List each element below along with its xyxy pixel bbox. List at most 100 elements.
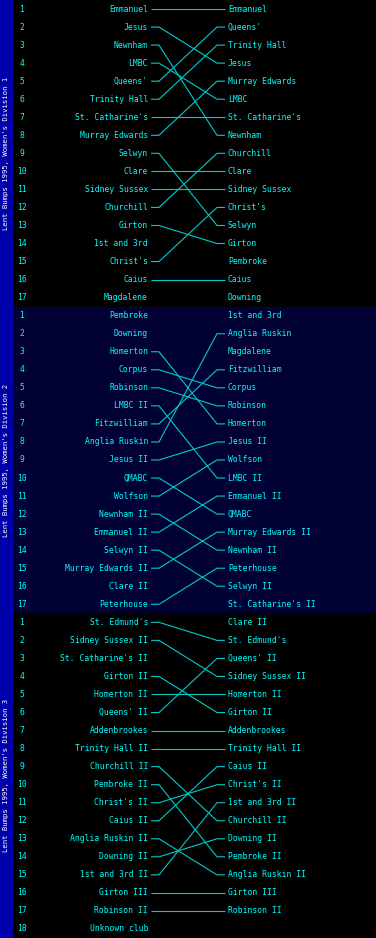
- Text: 4: 4: [20, 365, 24, 374]
- Text: Churchill II: Churchill II: [89, 763, 148, 771]
- Text: 14: 14: [17, 546, 27, 554]
- Text: Homerton: Homerton: [228, 419, 267, 429]
- Text: Christ's: Christ's: [228, 203, 267, 212]
- Text: 7: 7: [20, 113, 24, 122]
- Text: Wolfson: Wolfson: [228, 456, 262, 464]
- Text: 8: 8: [20, 437, 24, 446]
- Text: 1: 1: [20, 618, 24, 627]
- Text: Pembroke: Pembroke: [228, 257, 267, 266]
- Text: 1: 1: [20, 5, 24, 13]
- Text: LMBC: LMBC: [228, 95, 247, 104]
- Text: Churchill: Churchill: [104, 203, 148, 212]
- Text: QMABC: QMABC: [124, 474, 148, 482]
- Text: Robinson II: Robinson II: [94, 906, 148, 915]
- Text: 12: 12: [17, 509, 27, 519]
- Text: Girton II: Girton II: [228, 708, 272, 717]
- Text: Homerton II: Homerton II: [94, 690, 148, 699]
- Text: Sidney Sussex II: Sidney Sussex II: [228, 672, 306, 681]
- Text: Selwyn: Selwyn: [119, 149, 148, 158]
- Text: Lent Bumps 1995, Women's Division 2: Lent Bumps 1995, Women's Division 2: [3, 384, 9, 537]
- Text: 5: 5: [20, 384, 24, 392]
- Text: 14: 14: [17, 853, 27, 861]
- Text: Unknown club: Unknown club: [89, 925, 148, 933]
- Text: Murray Edwards II: Murray Edwards II: [65, 564, 148, 573]
- Text: St. Edmund's: St. Edmund's: [228, 636, 287, 644]
- Bar: [12, 307, 376, 613]
- Text: Caius: Caius: [124, 275, 148, 284]
- Text: Pembroke: Pembroke: [109, 311, 148, 320]
- Text: Murray Edwards: Murray Edwards: [80, 130, 148, 140]
- Text: Murray Edwards: Murray Edwards: [228, 77, 296, 85]
- Text: 18: 18: [17, 925, 27, 933]
- Text: Wolfson: Wolfson: [114, 492, 148, 501]
- Text: Selwyn: Selwyn: [228, 221, 257, 230]
- Text: Peterhouse: Peterhouse: [99, 599, 148, 609]
- Text: Churchill: Churchill: [228, 149, 272, 158]
- Text: Girton III: Girton III: [99, 888, 148, 898]
- Bar: [0, 307, 12, 613]
- Text: Newnham II: Newnham II: [99, 509, 148, 519]
- Text: 8: 8: [20, 744, 24, 753]
- Text: 10: 10: [17, 780, 27, 789]
- Text: 15: 15: [17, 257, 27, 266]
- Text: Jesus II: Jesus II: [109, 456, 148, 464]
- Text: Anglia Ruskin II: Anglia Ruskin II: [70, 834, 148, 843]
- Text: Downing II: Downing II: [99, 853, 148, 861]
- Text: 10: 10: [17, 474, 27, 482]
- Text: Caius II: Caius II: [228, 763, 267, 771]
- Text: 3: 3: [20, 40, 24, 50]
- Text: Newnham II: Newnham II: [228, 546, 277, 554]
- Text: 1st and 3rd: 1st and 3rd: [228, 311, 282, 320]
- Text: 6: 6: [20, 95, 24, 104]
- Text: Addenbrookes: Addenbrookes: [89, 726, 148, 735]
- Text: Trinity Hall II: Trinity Hall II: [75, 744, 148, 753]
- Bar: [12, 613, 376, 938]
- Text: 5: 5: [20, 690, 24, 699]
- Text: Robinson: Robinson: [228, 401, 267, 410]
- Text: Anglia Ruskin II: Anglia Ruskin II: [228, 870, 306, 879]
- Text: Girton: Girton: [228, 239, 257, 248]
- Text: 7: 7: [20, 419, 24, 429]
- Text: Christ's: Christ's: [109, 257, 148, 266]
- Text: 16: 16: [17, 888, 27, 898]
- Text: St. Catharine's: St. Catharine's: [228, 113, 301, 122]
- Text: Emmanuel II: Emmanuel II: [94, 528, 148, 537]
- Text: Newnham: Newnham: [228, 130, 262, 140]
- Text: 2: 2: [20, 636, 24, 644]
- Text: Churchill II: Churchill II: [228, 816, 287, 825]
- Text: 5: 5: [20, 77, 24, 85]
- Text: Fitzwilliam: Fitzwilliam: [94, 419, 148, 429]
- Text: Clare II: Clare II: [228, 618, 267, 627]
- Text: 9: 9: [20, 149, 24, 158]
- Text: Emmanuel II: Emmanuel II: [228, 492, 282, 501]
- Text: 7: 7: [20, 726, 24, 735]
- Text: Selwyn II: Selwyn II: [104, 546, 148, 554]
- Text: Clare: Clare: [124, 167, 148, 175]
- Text: Queens' II: Queens' II: [99, 708, 148, 717]
- Text: 8: 8: [20, 130, 24, 140]
- Text: 9: 9: [20, 456, 24, 464]
- Text: Corpus: Corpus: [228, 384, 257, 392]
- Text: 6: 6: [20, 401, 24, 410]
- Text: Trinity Hall: Trinity Hall: [89, 95, 148, 104]
- Text: 3: 3: [20, 654, 24, 663]
- Text: Queens' II: Queens' II: [228, 654, 277, 663]
- Text: St. Edmund's: St. Edmund's: [89, 618, 148, 627]
- Text: Newnham: Newnham: [114, 40, 148, 50]
- Text: 11: 11: [17, 492, 27, 501]
- Text: Clare: Clare: [228, 167, 252, 175]
- Text: Selwyn II: Selwyn II: [228, 582, 272, 591]
- Text: LMBC II: LMBC II: [114, 401, 148, 410]
- Text: Christ's II: Christ's II: [94, 798, 148, 808]
- Text: 11: 11: [17, 798, 27, 808]
- Text: 1st and 3rd: 1st and 3rd: [94, 239, 148, 248]
- Text: 17: 17: [17, 294, 27, 302]
- Text: Homerton: Homerton: [109, 347, 148, 356]
- Text: Sidney Sussex: Sidney Sussex: [85, 185, 148, 194]
- Text: Caius II: Caius II: [109, 816, 148, 825]
- Text: Trinity Hall II: Trinity Hall II: [228, 744, 301, 753]
- Text: 1: 1: [20, 311, 24, 320]
- Text: 13: 13: [17, 221, 27, 230]
- Text: 10: 10: [17, 167, 27, 175]
- Text: Lent Bumps 1995, Women's Division 3: Lent Bumps 1995, Women's Division 3: [3, 699, 9, 853]
